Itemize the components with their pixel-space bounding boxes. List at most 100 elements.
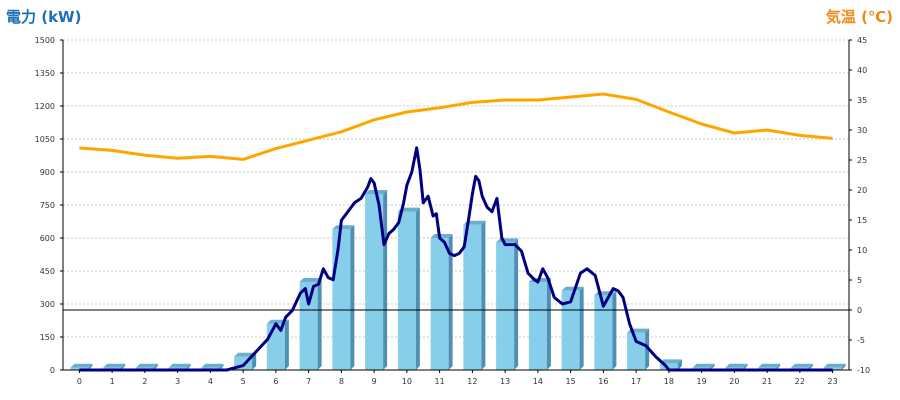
left-tick-label: 1500 — [35, 36, 55, 45]
x-tick-label: 19 — [697, 377, 707, 386]
left-tick-label: 1050 — [35, 135, 55, 144]
power-bar — [397, 211, 416, 370]
x-tick-label: 17 — [631, 377, 641, 386]
power-bar — [430, 238, 449, 370]
right-tick-label: 5 — [857, 276, 862, 285]
x-tick-label: 8 — [339, 377, 344, 386]
power-bar-top — [430, 234, 453, 238]
left-tick-label: 450 — [40, 267, 55, 276]
right-tick-label: -10 — [857, 366, 870, 375]
left-tick-label: 1350 — [35, 69, 55, 78]
x-tick-label: 18 — [664, 377, 674, 386]
x-tick-label: 5 — [241, 377, 246, 386]
gridlines — [63, 39, 849, 338]
power-bar-side — [841, 363, 846, 370]
tick-labels: 01503004506007509001050120013501500-10-5… — [35, 36, 870, 386]
power-bar-side — [383, 190, 388, 370]
power-bar-side — [579, 286, 584, 370]
right-tick-label: 35 — [857, 96, 867, 105]
x-tick-label: 2 — [142, 377, 147, 386]
right-tick-label: 25 — [857, 156, 867, 165]
power-bar-top — [659, 359, 682, 364]
x-tick-label: 10 — [402, 377, 412, 386]
right-tick-label: 15 — [857, 216, 867, 225]
left-tick-label: 150 — [40, 333, 55, 342]
power-bar-top — [201, 363, 224, 368]
right-tick-label: 45 — [857, 36, 867, 45]
power-bar-top — [823, 363, 846, 368]
power-bar-top — [103, 363, 126, 368]
right-tick-label: 40 — [857, 66, 867, 75]
left-tick-label: 600 — [40, 234, 55, 243]
power-bar — [561, 290, 580, 370]
power-bar-side — [219, 363, 224, 370]
left-tick-label: 900 — [40, 168, 55, 177]
x-tick-label: 1 — [110, 377, 115, 386]
right-tick-label: 20 — [857, 186, 867, 195]
power-bar — [594, 295, 613, 370]
x-tick-label: 23 — [828, 377, 838, 386]
power-bars — [70, 190, 846, 370]
power-bar-side — [677, 359, 682, 370]
power-bar-side — [612, 291, 617, 370]
left-tick-label: 1200 — [35, 102, 55, 111]
power-bar-side — [448, 234, 453, 370]
power-bar-side — [317, 278, 322, 370]
power-bar-top — [70, 363, 93, 368]
right-axis-title: 気温 (℃) — [826, 8, 893, 26]
power-bar-side — [252, 352, 257, 370]
power-bar-top — [758, 363, 781, 368]
x-tick-label: 4 — [208, 377, 213, 386]
power-bar-top — [790, 363, 813, 368]
right-tick-label: 30 — [857, 126, 867, 135]
power-bar — [463, 224, 482, 370]
power-bar-side — [350, 225, 355, 370]
power-bar-top — [299, 278, 322, 282]
right-tick-label: 0 — [857, 306, 862, 315]
axes — [60, 39, 852, 373]
x-tick-label: 15 — [566, 377, 576, 386]
power-bar-side — [710, 363, 715, 370]
x-tick-label: 14 — [533, 377, 543, 386]
power-bar-top — [332, 225, 355, 230]
right-tick-label: 10 — [857, 246, 867, 255]
power-bar — [365, 194, 384, 370]
left-axis-title: 電力 (kW) — [6, 8, 81, 26]
power-bar-side — [121, 363, 126, 370]
x-tick-label: 0 — [77, 377, 82, 386]
power-bar-side — [546, 278, 551, 370]
left-tick-label: 300 — [40, 300, 55, 309]
left-tick-label: 750 — [40, 201, 55, 210]
power-bar-top — [135, 363, 158, 368]
power-line — [79, 146, 833, 372]
power-bar-side — [153, 363, 158, 370]
x-tick-label: 9 — [372, 377, 377, 386]
x-tick-label: 7 — [306, 377, 311, 386]
x-tick-label: 11 — [435, 377, 445, 386]
power-bar-side — [514, 238, 519, 370]
power-bar-side — [776, 363, 781, 370]
right-tick-label: -5 — [857, 336, 865, 345]
power-bar-side — [808, 363, 813, 370]
temperature-line — [79, 92, 833, 161]
power-bar-side — [415, 207, 420, 370]
power-bar-top — [561, 286, 584, 291]
x-tick-label: 12 — [467, 377, 477, 386]
x-tick-label: 16 — [598, 377, 608, 386]
x-tick-label: 21 — [762, 377, 772, 386]
power-bar — [496, 242, 515, 370]
power-bar-top — [168, 363, 191, 368]
power-bar-side — [481, 220, 486, 370]
power-bar-side — [88, 363, 93, 370]
power-bar — [332, 229, 351, 370]
series-lines — [79, 92, 833, 372]
x-tick-label: 3 — [175, 377, 180, 386]
left-tick-label: 0 — [50, 366, 55, 375]
power-bar-top — [725, 363, 748, 368]
power-bar — [528, 282, 547, 370]
power-bar — [299, 282, 318, 370]
x-tick-label: 22 — [795, 377, 805, 386]
power-bar-side — [284, 319, 289, 370]
x-tick-label: 6 — [273, 377, 278, 386]
